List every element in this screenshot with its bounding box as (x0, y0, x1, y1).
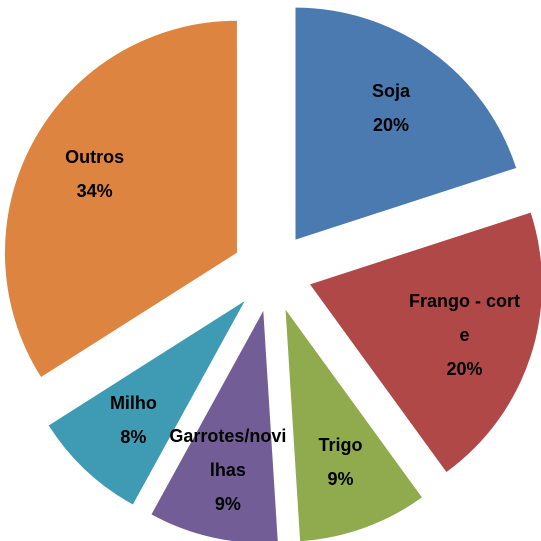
pie-slice (295, 7, 517, 240)
pie-slice (310, 212, 541, 473)
slice-name: Trigo (318, 435, 363, 456)
data-label: Milho 8% (73, 386, 193, 454)
pie-slice (285, 309, 422, 541)
slice-percent: 8% (120, 426, 147, 447)
slice-name: Frango - corte (408, 290, 520, 345)
data-label: Soja 20% (331, 74, 451, 142)
pie-slice (48, 301, 245, 505)
slice-percent: 20% (446, 358, 483, 379)
pie-slice (4, 20, 237, 378)
slice-percent: 20% (372, 115, 409, 136)
slice-name: Soja (371, 81, 410, 102)
slice-name: Outros (65, 147, 125, 168)
slice-name: Garrotes/novilhas (169, 425, 287, 480)
slice-percent: 9% (214, 493, 241, 514)
data-label: Outros 34% (35, 140, 155, 208)
data-label: Garrotes/novilhas 9% (168, 419, 288, 521)
slice-percent: 9% (327, 469, 354, 490)
data-label: Frango - corte 20% (404, 284, 524, 386)
slice-name: Milho (109, 392, 157, 413)
pie-slice (151, 311, 278, 541)
data-label: Trigo 9% (281, 428, 401, 496)
slice-percent: 34% (76, 181, 113, 202)
